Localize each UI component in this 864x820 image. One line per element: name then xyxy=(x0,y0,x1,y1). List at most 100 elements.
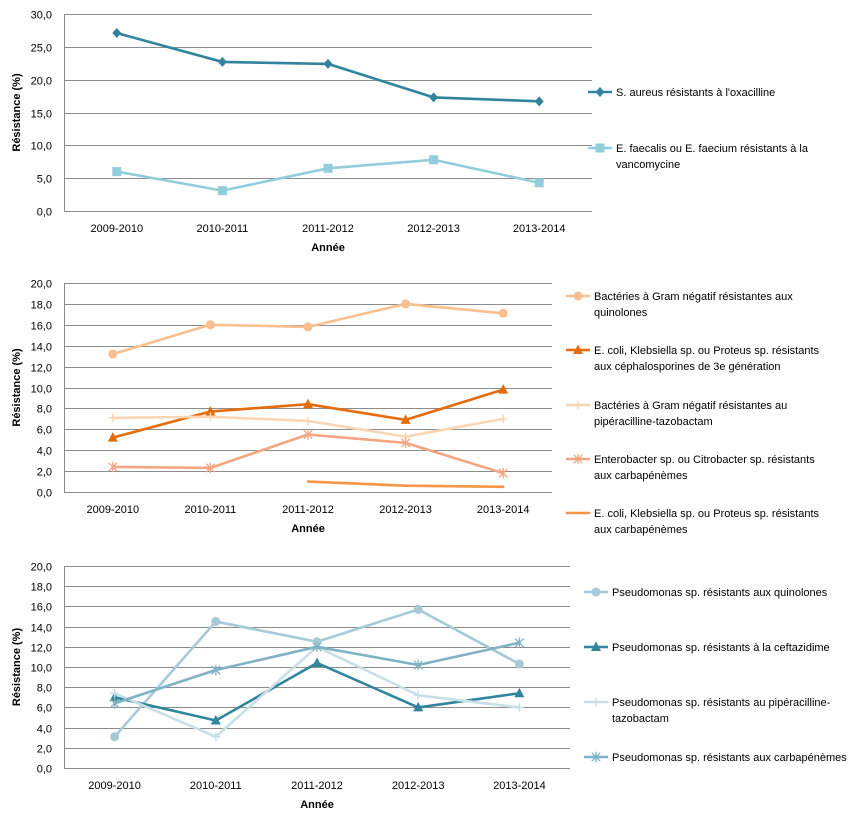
chart3-y-tick-label: 8,0 xyxy=(37,683,52,695)
chart2-legend-5-label: E. coli, Klebsiella sp. ou Proteus sp. r… xyxy=(594,508,819,520)
chart2-y-tick-label: 16,0 xyxy=(31,321,52,333)
chart2-legend-4-label: aux carbapénèmes xyxy=(594,470,688,482)
chart1-y-tick-label: 20,0 xyxy=(31,76,52,88)
chart3-legend-4-label: Pseudomonas sp. résistants aux carbapénè… xyxy=(612,752,847,764)
chart2-series-3-point xyxy=(499,414,508,424)
chart2-series-1-point xyxy=(401,299,411,309)
chart3-legend-2-label: Pseudomonas sp. résistants à la ceftazid… xyxy=(612,642,830,654)
chart3-y-tick-label: 12,0 xyxy=(31,643,52,655)
chart2-y-tick-label: 14,0 xyxy=(31,342,52,354)
chart2-y-tick-label: 4,0 xyxy=(37,446,52,458)
chart1-legend-1-swatch-marker xyxy=(595,87,605,97)
chart2-series-2-point xyxy=(205,406,216,416)
chart3-series-1-point xyxy=(514,659,524,669)
chart2-legend-4-label: Enterobacter sp. ou Citrobacter sp. rési… xyxy=(594,454,815,466)
chart1-y-tick-label: 15,0 xyxy=(31,109,52,121)
chart1-y-tick-label: 0,0 xyxy=(37,207,52,219)
chart2-y-tick-label: 8,0 xyxy=(37,404,52,416)
chart2-legend-3-swatch-marker xyxy=(573,400,583,410)
chart3-series-2-point xyxy=(312,657,322,667)
chart3-series-2-line xyxy=(113,661,521,722)
chart3-y-axis-title: Résistance (%) xyxy=(11,628,23,707)
chart2-series-1-point xyxy=(205,320,215,330)
chart3-series-1-point xyxy=(413,604,423,614)
chart3-legend-3-swatch-marker xyxy=(591,697,601,707)
chart2-legend-3-label: Bactéries à Gram négatif résistantes au xyxy=(594,400,787,412)
chart3-y-tick-label: 0,0 xyxy=(37,764,52,776)
chart3-y-tick-label: 10,0 xyxy=(31,663,52,675)
chart3-legend-3-label: Pseudomonas sp. résistants au pipéracill… xyxy=(612,697,831,709)
chart2-y-tick-label: 20,0 xyxy=(31,279,52,291)
chart3-x-tick-label: 2010-2011 xyxy=(190,780,242,792)
chart2-series-1-point xyxy=(303,322,313,332)
chart2-y-tick-label: 18,0 xyxy=(31,300,52,312)
chart3-legend-2-swatch-marker xyxy=(591,641,601,651)
chart2-series-1-point xyxy=(498,308,508,318)
chart1-x-tick-label: 2010-2011 xyxy=(197,223,249,235)
chart2-x-tick-label: 2010-2011 xyxy=(185,504,237,516)
chart2-series-5-line xyxy=(306,480,505,489)
chart3-series-2-point xyxy=(514,687,525,698)
chart2-series-4-point xyxy=(498,467,508,479)
chart2-series-4-point xyxy=(400,437,411,449)
chart1-legend-1-label: S. aureus résistants à l'oxacilline xyxy=(616,87,775,99)
chart2-y-tick-label: 6,0 xyxy=(37,425,52,437)
chart2-series-3-point xyxy=(108,413,117,423)
chart2-y-tick-label: 10,0 xyxy=(31,384,52,396)
chart2-x-tick-label: 2013-2014 xyxy=(477,504,530,516)
chart2-legend-1-label: Bactéries à Gram négatif résistantes aux xyxy=(594,291,793,303)
chart3-y-tick-label: 14,0 xyxy=(31,623,52,635)
chart3-series-1-line xyxy=(113,608,521,738)
chart3-series-4-point xyxy=(514,637,525,648)
chart3-x-tick-label: 2011-2012 xyxy=(291,780,343,792)
chart1-series-2-point xyxy=(112,167,122,177)
chart2-x-tick-label: 2012-2013 xyxy=(379,504,432,516)
chart3-series-3-point xyxy=(414,691,423,700)
chart1-series-1-point xyxy=(429,92,439,103)
chart3-y-tick-label: 18,0 xyxy=(31,582,52,594)
chart1-series-1-point xyxy=(112,28,122,39)
chart2-series-3-point xyxy=(206,412,215,421)
chart1-series-2-point xyxy=(534,178,544,188)
chart3-series-4-point xyxy=(413,659,423,671)
chart3-y-tick-label: 4,0 xyxy=(37,724,52,736)
chart1-x-axis-title: Année xyxy=(311,242,345,254)
chart3-series-3-point xyxy=(211,732,220,741)
chart2-legend-2-label: aux céphalosporines de 3e génération xyxy=(594,361,781,373)
chart1-series-1-point xyxy=(323,58,333,69)
chart1-series-1-point xyxy=(217,56,227,67)
chart3-series-4-point xyxy=(211,664,221,676)
chart3-series-3-point xyxy=(110,689,119,698)
chart2-series-4-point xyxy=(108,461,118,473)
chart1-legend-2-label: vancomycine xyxy=(616,159,680,171)
chart2-legend-1-label: quinolones xyxy=(594,307,648,319)
chart1-y-tick-label: 5,0 xyxy=(37,174,52,186)
chart2-y-axis-title: Résistance (%) xyxy=(11,348,23,427)
chart3-series-1-point xyxy=(211,617,221,627)
chart1-x-tick-label: 2013-2014 xyxy=(513,223,566,235)
chart3-legend-1-swatch-marker xyxy=(591,587,601,597)
chart3-series-1-point xyxy=(110,732,120,742)
chart2-legend-4-swatch-marker xyxy=(573,453,583,465)
chart2-legend-2-label: E. coli, Klebsiella sp. ou Proteus sp. r… xyxy=(594,345,819,357)
chart2-legend-2-swatch-marker xyxy=(573,344,583,354)
chart1-series-2-point xyxy=(429,155,439,165)
chart2-legend-5-label: aux carbapénèmes xyxy=(594,524,688,536)
chart1-y-axis-title: Résistance (%) xyxy=(11,73,23,152)
chart2-series-4-point xyxy=(303,429,313,440)
chart1-series-2-point xyxy=(323,163,333,173)
chart2-series-4-point xyxy=(205,462,216,474)
chart2-series-4-line xyxy=(111,433,505,475)
chart3-y-tick-label: 6,0 xyxy=(37,703,52,715)
chart3-x-axis-title: Année xyxy=(300,799,334,811)
chart2-legend-3-label: pipéracilline-tazobactam xyxy=(594,416,713,428)
chart3-legend-1-label: Pseudomonas sp. résistants aux quinolone… xyxy=(612,587,828,599)
chart2-series-2-point xyxy=(400,414,411,424)
chart1-y-tick-label: 10,0 xyxy=(31,141,52,153)
chart2-x-tick-label: 2011-2012 xyxy=(282,504,334,516)
chart3-y-tick-label: 20,0 xyxy=(31,562,52,574)
chart1-series-1-point xyxy=(534,96,544,107)
chart1-y-tick-label: 25,0 xyxy=(31,43,52,55)
chart3-y-tick-label: 2,0 xyxy=(37,744,52,756)
